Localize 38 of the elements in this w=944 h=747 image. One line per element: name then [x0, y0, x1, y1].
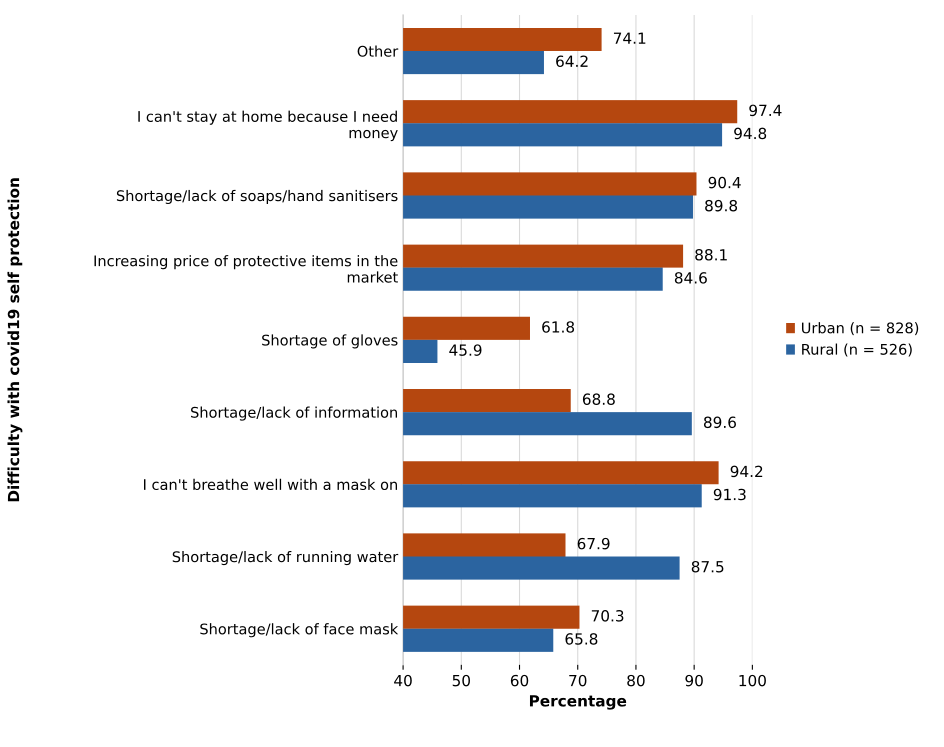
y-tick-label: Shortage of gloves: [262, 334, 398, 348]
data-label: 64.2: [556, 55, 588, 68]
x-axis-title: Percentage: [530, 695, 626, 710]
data-label: 70.3: [592, 610, 624, 622]
data-label: 65.8: [565, 633, 598, 645]
data-label: 94.2: [730, 466, 762, 478]
y-tick-label: Shortage/lack of soaps/hand sanitisers: [116, 190, 398, 204]
x-tick-label: 60: [510, 674, 528, 686]
legend-label: Rural (n = 526): [802, 344, 912, 357]
data-label: 74.1: [614, 32, 646, 44]
y-tick-label: Shortage/lack of information: [191, 406, 397, 421]
y-tick-label: Other: [358, 46, 398, 57]
data-label: 88.1: [695, 249, 727, 261]
x-tick-label: 90: [685, 674, 703, 686]
x-tick-label: 100: [739, 674, 766, 686]
legend-label: Urban (n = 828): [802, 322, 918, 336]
y-tick-label: I can't breathe well with a mask on: [144, 478, 397, 490]
data-label: 94.8: [734, 128, 766, 140]
data-label: 45.9: [449, 344, 482, 356]
x-tick-label: 50: [452, 674, 470, 686]
data-label: 97.4: [749, 104, 782, 116]
y-tick-label: Shortage/lack of face mask: [200, 623, 398, 638]
y-tick-label: Shortage/lack of running water: [172, 550, 398, 566]
data-label: 61.8: [542, 321, 574, 333]
data-label: 67.9: [578, 538, 610, 550]
x-tick-label: 70: [569, 674, 586, 686]
data-label: 68.8: [582, 393, 615, 405]
x-tick-label: 40: [394, 674, 412, 686]
y-axis-title: Difficulty with covid19 self protection: [7, 178, 22, 502]
data-label: 89.6: [704, 416, 736, 428]
data-label: 87.5: [692, 560, 724, 572]
x-tick-label: 80: [627, 674, 645, 686]
y-tick-label: I can't stay at home because I need money: [138, 110, 398, 142]
data-label: 84.6: [674, 272, 707, 284]
data-label: 89.8: [705, 200, 738, 212]
data-label: 91.3: [714, 488, 746, 500]
data-label: 90.4: [708, 176, 741, 188]
y-tick-label: Increasing price of protective items in the market: [94, 255, 398, 283]
